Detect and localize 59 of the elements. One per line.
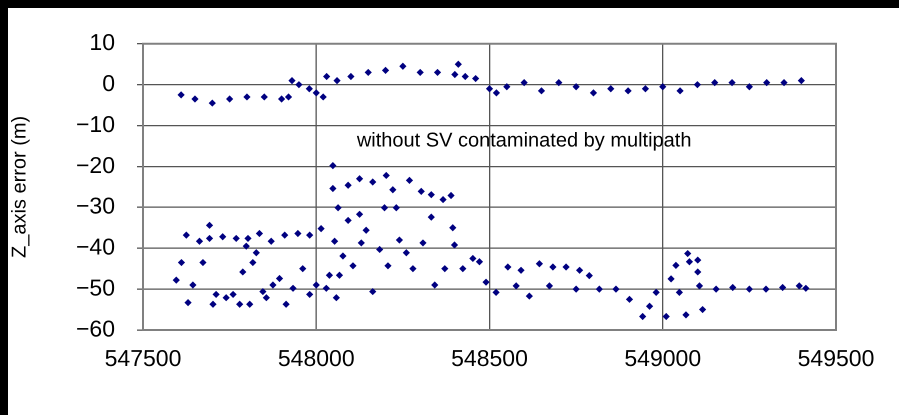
point — [503, 83, 510, 90]
point — [642, 85, 650, 92]
y-tick-label: −60 — [76, 315, 115, 342]
y-tick-label: −30 — [76, 192, 115, 219]
x-tick-label: 547500 — [104, 345, 182, 372]
point — [486, 85, 494, 92]
point — [306, 85, 313, 92]
point — [382, 66, 390, 74]
point — [746, 83, 753, 90]
point — [416, 68, 424, 76]
point — [226, 95, 234, 103]
point — [399, 62, 406, 70]
point — [472, 74, 480, 82]
point — [178, 91, 185, 99]
point — [208, 99, 216, 107]
point — [607, 85, 614, 92]
y-tick-label: −10 — [76, 110, 115, 137]
point — [763, 79, 770, 86]
y-tick-label: 10 — [89, 29, 115, 56]
point — [798, 76, 805, 84]
point — [676, 87, 684, 94]
point — [284, 93, 292, 101]
point — [243, 93, 251, 101]
point — [694, 81, 701, 88]
point — [538, 87, 546, 94]
point — [492, 89, 500, 96]
y-tick-label: −20 — [76, 152, 115, 178]
point — [347, 72, 354, 80]
point — [590, 89, 598, 96]
y-tick-label: 0 — [102, 70, 115, 96]
point — [451, 70, 458, 78]
point — [572, 83, 580, 90]
point — [312, 89, 320, 96]
point — [191, 95, 199, 103]
x-tick-label: 549500 — [798, 345, 874, 372]
x-tick-label: 548000 — [278, 345, 355, 372]
point — [333, 76, 341, 84]
point — [454, 60, 462, 68]
point — [260, 93, 268, 101]
point — [364, 68, 372, 76]
y-axis-title: Z_axis error (m) — [8, 116, 31, 258]
point — [323, 72, 330, 80]
y-tick-label: −40 — [76, 234, 115, 260]
point — [278, 95, 286, 103]
point — [624, 87, 632, 94]
x-tick-label: 549000 — [624, 345, 702, 372]
point — [555, 79, 562, 86]
point — [711, 79, 718, 86]
point — [295, 81, 303, 88]
point — [288, 76, 296, 84]
point — [434, 68, 442, 76]
x-tick-label: 548500 — [451, 345, 528, 372]
y-tick-label: −50 — [76, 274, 115, 300]
point — [520, 79, 528, 86]
point — [320, 93, 327, 101]
point — [659, 83, 666, 90]
point — [728, 79, 736, 86]
point — [780, 79, 788, 86]
point — [462, 72, 469, 80]
